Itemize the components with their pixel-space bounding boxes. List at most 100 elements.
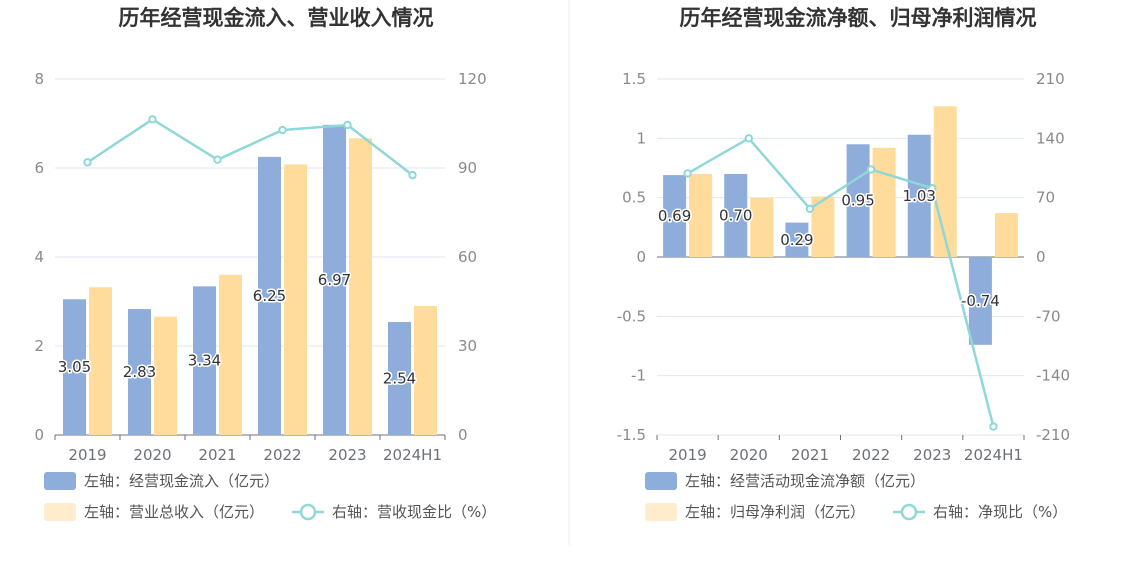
bar-secondary: [349, 138, 372, 435]
ratio-point: [683, 169, 692, 178]
y-right-tick-label: 120: [458, 70, 487, 88]
bar-secondary: [219, 274, 242, 435]
bar-primary: [724, 173, 748, 257]
bar-data-label: 0.95: [841, 192, 874, 210]
bar-secondary: [689, 173, 713, 257]
ratio-point: [343, 120, 352, 130]
legend-label: 右轴：净现比（%）: [933, 503, 1067, 521]
bar-primary: [968, 257, 992, 345]
ratio-point: [805, 204, 815, 213]
bar-data-label: 2.54: [383, 369, 416, 387]
y-right-tick-label: -210: [1036, 426, 1070, 444]
y-left-tick-label: -0.5: [617, 307, 646, 325]
bar-secondary: [872, 147, 896, 257]
x-tick-label: 2024H1: [964, 446, 1023, 464]
y-left-tick-label: 0: [636, 248, 646, 266]
bar-secondary: [414, 305, 437, 435]
chart-title: 历年经营现金流净额、归母净利润情况: [680, 6, 1037, 30]
bar-secondary: [750, 197, 774, 257]
ratio-point: [278, 125, 287, 135]
y-left-tick-label: -1: [631, 367, 646, 385]
x-tick-label: 2022: [852, 446, 890, 464]
y-left-tick-label: 1.5: [622, 70, 646, 88]
y-left-tick-label: 6: [34, 159, 44, 177]
legend-label: 左轴：经营活动现金流净额（亿元）: [685, 472, 925, 490]
ratio-point: [148, 115, 157, 124]
legend-label: 左轴：经营现金流入（亿元）: [84, 472, 279, 490]
ratio-series-line: [86, 117, 414, 177]
bar-primary: [785, 222, 809, 257]
y-left-tick-label: 8: [34, 70, 44, 88]
y-left-tick-label: 0.5: [622, 189, 646, 207]
bar-data-label: 6.25: [253, 287, 286, 305]
y-right-tick-label: -70: [1036, 307, 1061, 325]
bar-primary: [323, 124, 346, 436]
legend-swatch-marker: [299, 503, 317, 521]
y-right-tick-label: 0: [458, 426, 468, 444]
bar-primary: [907, 134, 931, 257]
bar-data-label: 6.97: [318, 271, 351, 289]
ratio-point: [213, 155, 222, 164]
y-right-tick-label: 140: [1036, 129, 1065, 147]
y-left-tick-label: 4: [34, 248, 44, 266]
bar-secondary: [811, 196, 835, 257]
legend-label: 右轴：营收现金比（%）: [332, 503, 496, 521]
bar-primary: [258, 156, 281, 435]
y-right-tick-label: -140: [1036, 367, 1070, 385]
ratio-point: [744, 134, 753, 143]
bar-data-label: 0.69: [658, 207, 691, 225]
x-tick-label: 2024H1: [383, 446, 442, 464]
bar-primary: [63, 299, 86, 435]
bar-primary: [388, 321, 411, 435]
bar-data-label: -0.74: [961, 292, 1000, 310]
y-right-tick-label: 210: [1036, 70, 1065, 88]
bar-secondary: [994, 213, 1018, 257]
bar-data-label: 3.05: [58, 358, 91, 376]
legend-swatch-marker: [900, 503, 918, 521]
ratio-series-line: [686, 136, 995, 427]
chart-title: 历年经营现金流入、营业收入情况: [119, 6, 434, 30]
y-right-tick-label: 70: [1036, 189, 1055, 207]
y-left-tick-label: 2: [34, 337, 44, 355]
ratio-point: [866, 165, 876, 174]
x-tick-label: 2021: [791, 446, 829, 464]
bar-data-label: 3.34: [188, 352, 221, 370]
legend-label: 左轴：营业总收入（亿元）: [84, 503, 264, 521]
legend-label: 左轴：归母净利润（亿元）: [685, 503, 865, 521]
y-left-tick-label: 0: [34, 426, 44, 444]
bar-primary: [128, 309, 151, 435]
y-right-tick-label: 90: [458, 159, 477, 177]
ratio-point: [83, 158, 92, 167]
bar-data-label: 0.70: [719, 206, 752, 224]
bar-secondary: [89, 287, 112, 435]
x-tick-label: 2023: [328, 446, 366, 464]
bar-secondary: [284, 164, 307, 435]
x-tick-label: 2021: [198, 446, 236, 464]
x-tick-label: 2022: [263, 446, 301, 464]
legend-swatch-bar: [44, 503, 76, 521]
bar-data-label: 0.29: [780, 231, 813, 249]
ratio-point: [928, 184, 937, 193]
bar-primary: [663, 175, 687, 257]
ratio-point: [408, 170, 417, 180]
x-tick-label: 2019: [668, 446, 706, 464]
y-right-tick-label: 60: [458, 248, 477, 266]
y-right-tick-label: 0: [1036, 248, 1046, 266]
x-tick-label: 2023: [913, 446, 951, 464]
x-tick-label: 2019: [68, 446, 106, 464]
legend-swatch-bar: [645, 472, 677, 490]
bar-data-label: 2.83: [123, 363, 156, 381]
bar-secondary: [154, 316, 177, 435]
legend-swatch-bar: [44, 472, 76, 490]
y-left-tick-label: -1.5: [617, 426, 646, 444]
legend-swatch-bar: [645, 503, 677, 521]
y-left-tick-label: 1: [636, 129, 646, 147]
bar-primary: [846, 144, 870, 257]
ratio-point: [989, 422, 998, 431]
y-right-tick-label: 30: [458, 337, 477, 355]
x-tick-label: 2020: [133, 446, 171, 464]
bar-data-label: 1.03: [903, 187, 936, 205]
bar-primary: [193, 286, 216, 435]
